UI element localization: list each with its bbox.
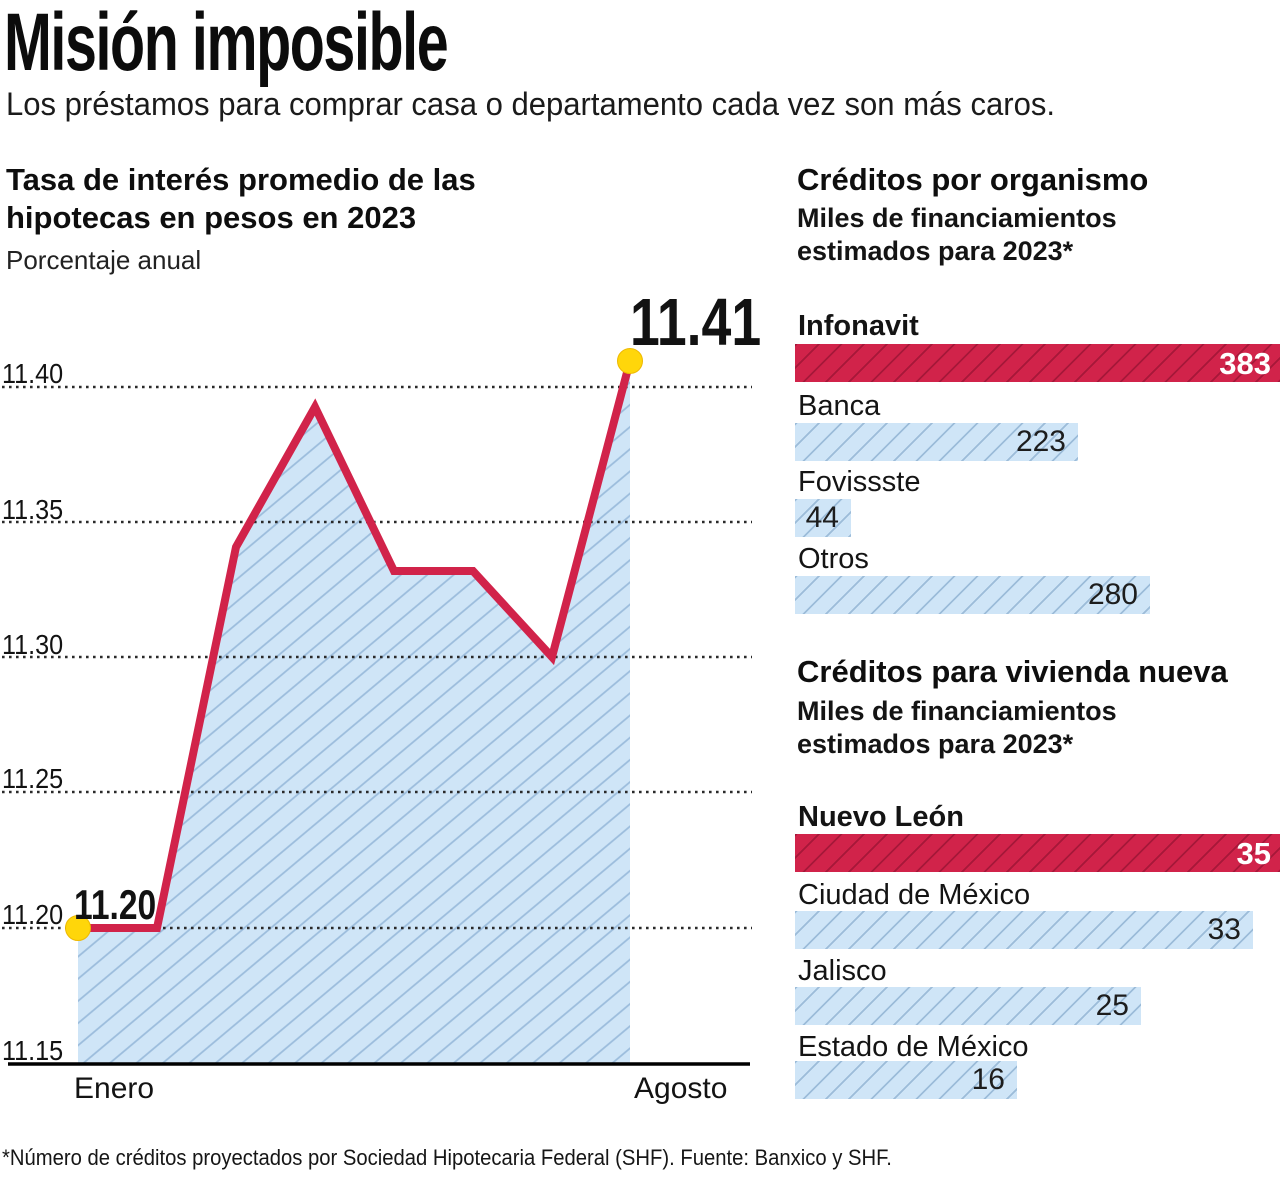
- y-tick-11-20: 11.20: [2, 899, 64, 930]
- y-tick-11-35: 11.35: [2, 494, 64, 525]
- org-chart-subtitle-line1: Miles de financiamientos: [797, 203, 1117, 233]
- housing-chart-title: Créditos para vivienda nueva: [797, 654, 1228, 689]
- x-label-enero: Enero: [74, 1072, 155, 1105]
- bar-label-otros: Otros: [798, 543, 869, 575]
- rate-line-chart-canvas: [2, 348, 752, 1066]
- bar-edomex: 16: [795, 1061, 1017, 1099]
- end-value-callout: 11.41: [630, 285, 762, 360]
- bar-label-infonavit: Infonavit: [798, 310, 919, 342]
- housing-chart-subtitle-line1: Miles de financiamientos: [797, 696, 1117, 726]
- bar-jalisco: 25: [795, 987, 1141, 1025]
- bar-value-banca: 223: [1015, 425, 1066, 458]
- start-value-callout: 11.20: [74, 881, 157, 928]
- org-chart-subtitle-line2: estimados para 2023*: [797, 236, 1074, 266]
- start-point-dot: [65, 915, 91, 941]
- bar-value-cdmx: 33: [1207, 913, 1241, 946]
- rate-chart-unit-label: Porcentaje anual: [6, 245, 202, 275]
- bar-otros: 280: [795, 576, 1150, 614]
- x-label-agosto: Agosto: [634, 1072, 728, 1105]
- bar-nuevo-leon: 35: [795, 834, 1280, 872]
- y-tick-11-15: 11.15: [2, 1035, 64, 1066]
- bar-cdmx: 33: [795, 911, 1253, 949]
- bar-value-edomex: 16: [971, 1063, 1005, 1096]
- bar-label-cdmx: Ciudad de México: [798, 879, 1031, 911]
- rate-area-fill: [78, 361, 630, 1063]
- bar-value-fovissste: 44: [805, 501, 839, 534]
- bar-label-fovissste: Fovissste: [798, 466, 921, 498]
- bar-fovissste: 44: [795, 499, 851, 537]
- bar-value-jalisco: 25: [1095, 989, 1129, 1022]
- bar-label-edomex: Estado de México: [798, 1031, 1029, 1063]
- org-chart-title: Créditos por organismo: [797, 162, 1149, 197]
- bar-value-infonavit: 383: [1219, 345, 1271, 381]
- y-tick-11-30: 11.30: [2, 629, 64, 660]
- bar-label-banca: Banca: [798, 390, 881, 422]
- bar-label-nuevo-leon: Nuevo León: [798, 801, 964, 833]
- page-subtitle: Los préstamos para comprar casa o depart…: [6, 86, 1055, 122]
- bar-value-otros: 280: [1087, 578, 1138, 611]
- source-footnote: *Número de créditos proyectados por Soci…: [2, 1145, 892, 1170]
- rate-chart-title-line2: hipotecas en pesos en 2023: [6, 200, 417, 235]
- page-title: Misión imposible: [4, 0, 449, 88]
- end-point-dot: [617, 348, 643, 374]
- bar-value-nuevo-leon: 35: [1236, 835, 1271, 871]
- bar-infonavit: 383: [795, 344, 1280, 382]
- rate-line: [78, 359, 634, 932]
- housing-chart-subtitle-line2: estimados para 2023*: [797, 729, 1074, 759]
- rate-chart-title-line1: Tasa de interés promedio de las: [6, 162, 476, 197]
- bar-label-jalisco: Jalisco: [798, 955, 887, 987]
- y-tick-11-25: 11.25: [2, 763, 64, 794]
- y-tick-11-40: 11.40: [2, 358, 64, 389]
- bar-banca: 223: [795, 423, 1078, 461]
